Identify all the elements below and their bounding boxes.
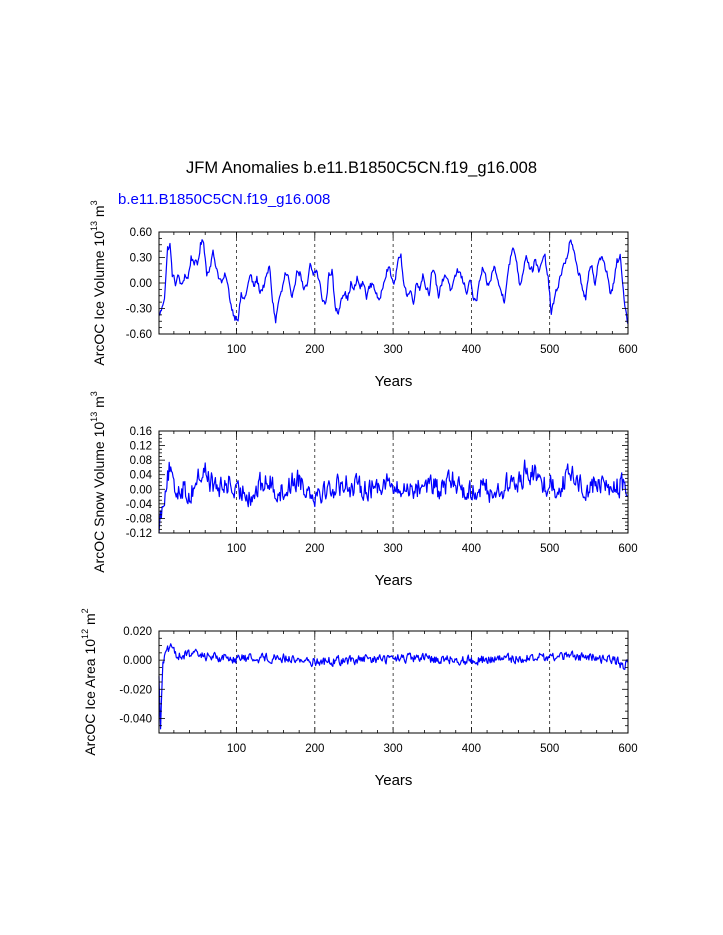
x-tick-label: 200	[305, 743, 324, 755]
x-tick-label: 300	[384, 743, 403, 755]
x-tick-label: 100	[227, 344, 246, 356]
x-tick-label: 100	[227, 543, 246, 555]
y-tick-label: -0.040	[119, 713, 152, 725]
y-tick-label: 0.04	[130, 470, 153, 482]
x-axis-label: Years	[375, 572, 413, 589]
y-tick-label: 0.60	[130, 227, 152, 239]
x-tick-label: 600	[618, 543, 637, 555]
y-tick-label: 0.020	[123, 626, 152, 638]
x-tick-label: 100	[227, 743, 246, 755]
y-tick-label: 0.00	[130, 484, 152, 496]
ice-area-panel: 100 200 300 400 500 600 -0.040 -0.020 0.000 0.020…	[80, 608, 638, 789]
y-tick-label: -0.08	[126, 513, 152, 525]
x-axis-label: Years	[375, 772, 413, 789]
y-axis-label: ArcOC Ice Area 1012 m2	[80, 608, 98, 755]
y-tick-label: 0.30	[130, 253, 152, 265]
y-tick-label: 0.000	[123, 655, 152, 667]
page-title: JFM Anomalies b.e11.B1850C5CN.f19_g16.00…	[186, 159, 537, 177]
y-axis-label: ArcOC Snow Volume 1013 m3	[89, 391, 107, 573]
series-line	[158, 459, 629, 534]
panel-subtitle: b.e11.B1850C5CN.f19_g16.008	[118, 191, 330, 208]
x-tick-label: 400	[462, 543, 481, 555]
x-tick-label: 600	[618, 344, 637, 356]
x-tick-label: 500	[540, 543, 559, 555]
y-tick-label: 0.12	[130, 441, 152, 453]
series-line	[158, 643, 629, 730]
y-tick-label: -0.04	[126, 499, 153, 511]
x-tick-label: 400	[462, 743, 481, 755]
x-tick-label: 500	[540, 344, 559, 356]
plot-frame	[158, 630, 629, 734]
y-axis-label: ArcOC Ice Volume 1013 m3	[89, 200, 107, 365]
x-tick-label: 400	[462, 344, 481, 356]
ice-volume-panel: 100 200 300 400 500 600 -0.60 -0.30 0.00 0.30 0.60…	[89, 200, 638, 390]
x-axis-label: Years	[375, 373, 413, 390]
y-tick-label: 0.08	[130, 455, 152, 467]
snow-volume-panel: 100 200 300 400 500 600 -0.12 -0.08 -0.04 0.00 0.0…	[89, 391, 638, 589]
y-tick-label: -0.60	[126, 329, 152, 341]
x-tick-label: 300	[384, 543, 403, 555]
y-tick-label: 0.16	[130, 426, 152, 438]
y-tick-label: 0.00	[130, 278, 152, 290]
x-tick-label: 200	[305, 543, 324, 555]
y-tick-label: -0.020	[119, 684, 152, 696]
y-tick-label: -0.30	[126, 304, 152, 316]
x-tick-label: 200	[305, 344, 324, 356]
x-tick-label: 300	[384, 344, 403, 356]
plot-frame	[158, 430, 629, 534]
y-tick-label: -0.12	[126, 528, 152, 540]
series-line	[158, 239, 629, 325]
x-tick-label: 500	[540, 743, 559, 755]
x-tick-label: 600	[618, 743, 637, 755]
